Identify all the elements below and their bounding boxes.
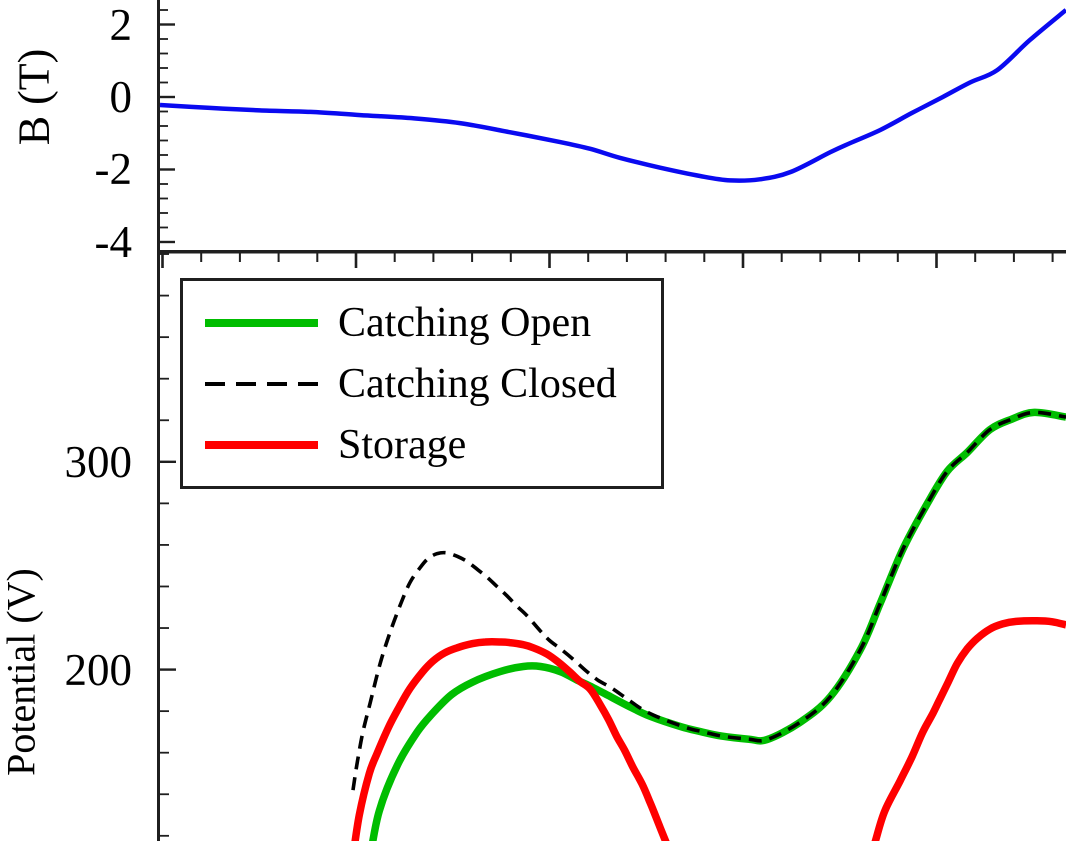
legend-entry-storage: Storage	[205, 424, 661, 466]
axis-mark	[159, 125, 168, 127]
legend-entry-catching-open: Catching Open	[205, 302, 661, 344]
legend-box: Catching Open Catching Closed Storage	[180, 278, 664, 489]
axis-mark	[354, 253, 358, 268]
axis-mark	[159, 751, 169, 754]
axis-mark	[159, 793, 169, 796]
axis-mark	[159, 240, 175, 244]
series-storage	[871, 617, 1066, 841]
axis-mark	[587, 253, 590, 262]
axis-mark	[974, 253, 977, 262]
axis-mark	[780, 253, 783, 262]
y-tick-label: -4	[94, 216, 133, 267]
axis-mark	[159, 627, 169, 629]
axis-mark	[200, 253, 203, 262]
axis-mark	[159, 81, 168, 84]
axis-mark	[157, 250, 1066, 254]
axis-mark	[509, 253, 512, 262]
y-tick-label: -2	[94, 144, 133, 195]
axis-mark	[157, 0, 160, 253]
axis-mark	[471, 253, 474, 262]
legend-label: Storage	[338, 421, 467, 468]
bottom-panel-plot	[157, 253, 1066, 841]
axis-mark	[741, 253, 745, 268]
axis-mark	[393, 253, 396, 262]
top-panel-plot	[157, 0, 1066, 253]
axis-mark	[819, 253, 822, 262]
axis-mark	[159, 183, 168, 185]
axis-mark	[159, 52, 168, 55]
axis-mark	[159, 139, 168, 142]
axis-mark	[548, 253, 551, 268]
axis-mark	[159, 23, 175, 26]
axis-mark	[161, 253, 164, 268]
green-line-swatch	[205, 318, 318, 327]
series-catching-closed	[351, 410, 1066, 791]
axis-mark	[238, 253, 241, 262]
axis-mark	[625, 253, 628, 262]
axis-mark	[316, 253, 319, 262]
axis-mark	[159, 168, 175, 171]
axis-mark	[858, 253, 861, 262]
axis-mark	[896, 253, 899, 262]
red-line-swatch	[205, 440, 318, 449]
y-tick-label: 2	[109, 0, 133, 50]
axis-mark	[159, 38, 168, 40]
axis-mark	[159, 585, 169, 588]
axis-mark	[159, 419, 169, 422]
axis-mark	[159, 294, 169, 297]
axis-mark	[159, 544, 169, 546]
axis-mark	[159, 110, 168, 113]
axis-mark	[159, 154, 168, 156]
axis-mark	[159, 460, 176, 464]
axis-mark	[159, 9, 168, 11]
axis-mark	[157, 253, 160, 841]
axis-mark	[159, 226, 168, 229]
axis-mark	[159, 377, 169, 380]
axis-mark	[703, 253, 706, 262]
y-tick-label: 200	[64, 644, 133, 695]
shared-x-axis	[157, 250, 1066, 268]
axis-mark	[1012, 253, 1015, 262]
axis-mark	[159, 67, 168, 69]
axis-mark	[159, 668, 176, 671]
axis-mark	[159, 212, 168, 214]
axis-mark	[159, 336, 169, 339]
axis-mark	[1051, 253, 1054, 262]
series-b-t-	[159, 8, 1066, 183]
axis-mark	[277, 253, 280, 262]
axis-mark	[664, 253, 667, 262]
legend-entry-catching-closed: Catching Closed	[205, 363, 661, 405]
axis-mark	[159, 834, 169, 837]
axis-mark	[159, 710, 169, 713]
legend-label: Catching Open	[338, 299, 592, 346]
axis-mark	[432, 253, 435, 262]
legend-label: Catching Closed	[338, 360, 617, 407]
black-dashed-line-swatch	[205, 381, 318, 386]
axis-mark	[159, 253, 169, 255]
axis-mark	[159, 95, 175, 99]
y-tick-label: 0	[109, 71, 133, 122]
axis-mark	[935, 253, 938, 268]
axis-mark	[159, 197, 168, 200]
series-storage	[351, 638, 670, 841]
axis-mark	[159, 502, 169, 505]
y-tick-label: 300	[64, 436, 133, 487]
